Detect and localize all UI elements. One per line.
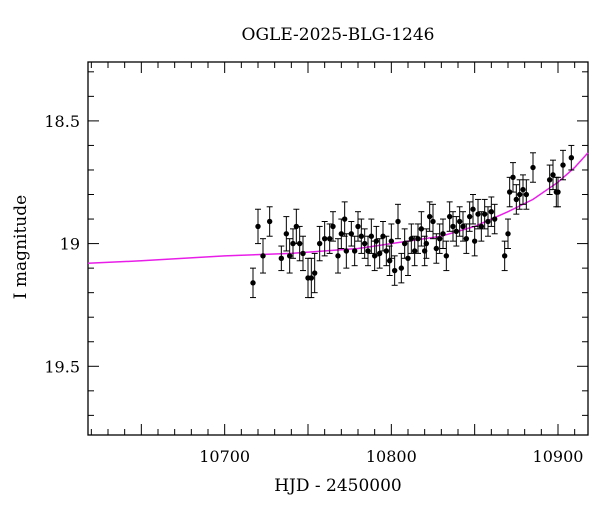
data-point: [516, 191, 523, 198]
data-point: [501, 253, 508, 259]
data-point: [296, 240, 303, 247]
data-point: [450, 223, 456, 230]
data-point: [283, 231, 290, 237]
data-point: [260, 253, 266, 259]
data-point: [446, 213, 453, 220]
data-point: [290, 240, 296, 247]
data-point: [365, 248, 371, 254]
data-point: [398, 265, 405, 271]
data-point: [278, 255, 285, 262]
data-point: [418, 226, 425, 232]
data-point: [475, 211, 481, 217]
data-point: [423, 240, 430, 247]
data-point: [443, 253, 450, 259]
data-point: [383, 248, 390, 254]
data-point: [321, 235, 328, 242]
data-point: [513, 196, 520, 203]
data-point: [491, 216, 498, 222]
y-tick-label: 18.5: [44, 112, 80, 131]
data-point: [311, 270, 318, 276]
data-point: [436, 235, 443, 242]
data-point: [456, 218, 463, 225]
data-point: [506, 189, 513, 195]
data-point: [523, 191, 530, 198]
y-axis-label: I magnitude: [11, 195, 31, 299]
data-point: [405, 255, 411, 262]
data-point: [361, 240, 368, 247]
data-point: [326, 235, 333, 242]
data-point: [330, 223, 336, 230]
data-point: [368, 233, 375, 239]
x-tick-label: 10800: [366, 447, 417, 466]
data-point: [351, 248, 358, 254]
data-point: [348, 231, 355, 237]
data-point: [481, 211, 488, 217]
data-point: [316, 240, 323, 247]
axis-ticks: [88, 62, 588, 435]
data-point: [388, 238, 395, 244]
data-point: [308, 275, 315, 281]
y-tick-label: 19: [60, 235, 80, 254]
plot-frame: [87, 61, 589, 436]
data-point: [460, 223, 466, 230]
data-point: [471, 238, 478, 244]
y-tick-label: 19.5: [44, 357, 80, 376]
plot-area: [87, 61, 589, 436]
data-point: [488, 208, 495, 215]
data-point: [255, 223, 261, 230]
data-point: [546, 177, 553, 183]
data-point: [250, 280, 256, 286]
data-point: [426, 213, 433, 220]
data-point: [433, 245, 440, 252]
data-point: [550, 172, 556, 178]
data-point: [376, 250, 383, 257]
data-point: [466, 213, 473, 220]
data-point: [391, 267, 398, 274]
data-points: [250, 144, 575, 299]
data-point: [520, 186, 526, 193]
data-point: [453, 228, 460, 235]
chart-title: OGLE-2025-BLG-1246: [242, 25, 435, 45]
data-point: [440, 231, 446, 237]
x-tick-label: 10700: [199, 447, 250, 466]
data-point: [293, 223, 300, 230]
data-point: [401, 240, 408, 247]
data-point: [505, 231, 511, 237]
data-point: [380, 233, 386, 239]
data-point: [463, 235, 470, 242]
data-point: [335, 253, 341, 259]
data-point: [300, 250, 306, 257]
data-point: [373, 238, 380, 244]
data-point: [355, 223, 361, 230]
data-point: [286, 253, 293, 259]
data-point: [415, 235, 421, 242]
data-point: [555, 189, 561, 195]
data-point: [510, 174, 516, 181]
tick-labels: 10700 10800 10900 18.5 19 19.5: [44, 112, 583, 466]
data-point: [343, 248, 350, 254]
data-point: [408, 235, 415, 242]
data-point: [560, 162, 566, 168]
x-axis-label: HJD - 2450000: [274, 476, 402, 496]
data-point: [478, 223, 485, 230]
data-point: [266, 218, 273, 225]
data-point: [470, 206, 476, 212]
data-point: [395, 218, 401, 225]
data-point: [358, 233, 365, 239]
data-point: [338, 231, 345, 237]
data-point: [568, 155, 575, 161]
data-point: [341, 216, 348, 222]
x-tick-label: 10900: [533, 447, 584, 466]
data-point: [485, 218, 491, 225]
data-point: [530, 164, 536, 171]
data-point: [430, 218, 436, 225]
data-point: [386, 258, 393, 264]
data-point: [411, 248, 418, 254]
